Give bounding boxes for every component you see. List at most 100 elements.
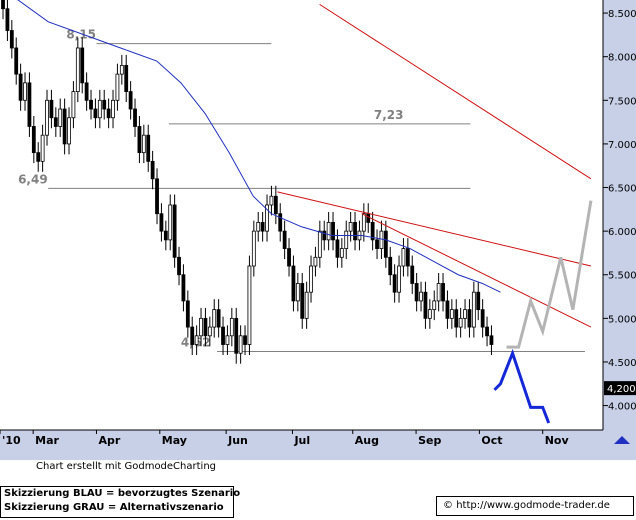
candlestick-series [1,0,494,364]
candle-body [115,73,120,101]
candle-body [401,248,406,267]
x-tick-label: Mar [35,434,59,447]
candle-body [185,300,190,328]
trendline [319,3,592,180]
candle-body [309,265,313,293]
candle-body [40,134,45,162]
candle-body [348,222,353,232]
candle-body [49,99,54,119]
candle-body [480,309,485,328]
candle-body [181,274,186,302]
candle-body [436,283,441,302]
x-tick-label: May [162,434,187,447]
candle-body [361,213,366,232]
candle-body [80,47,85,84]
y-tick-label: 7.500 [608,96,636,107]
candle-body [199,317,203,337]
candle-body [18,73,23,101]
level-label: 7,23 [374,108,404,122]
candle-body [172,204,177,258]
candle-body [58,108,63,127]
candle-body [5,8,10,31]
scenario-blue-line [493,348,551,424]
y-tick-label: 8.000 [608,53,636,64]
candle-body [388,256,393,276]
candle-body [432,300,437,311]
last-price-label: 4,200 [607,384,636,395]
candle-body [137,126,142,154]
candle-body [62,108,67,145]
candle-body [344,230,349,249]
legend-gray: Skizzierung GRAU = Alternativszenario [4,502,224,513]
support-resistance-levels: 8,157,236,494,62 [18,28,585,353]
moving-average-line [17,0,501,293]
x-tick-label: Aug [355,434,379,447]
candle-body [133,108,137,127]
candle-body [14,47,19,75]
candle-body [168,204,173,241]
candle-body [225,335,230,345]
y-tick-label: 4.000 [608,402,636,413]
y-axis: 8.500 8.000 7.500 7.000 6.500 6.000 5.500 5.000… [602,0,636,460]
candle-body [1,0,5,10]
y-tick-label: 7.000 [608,140,636,151]
candle-body [150,160,155,180]
candle-body [295,283,300,302]
candle-body [234,317,239,354]
candle-body [463,309,467,319]
candle-body [229,317,234,337]
candle-body [146,134,151,162]
candle-body [163,230,168,241]
candle-body [291,265,296,302]
candle-body [467,309,472,328]
candle-body [221,326,225,345]
source-url[interactable]: http://www.godmode-trader.de [456,500,610,511]
y-tick-label: 5.500 [608,271,636,282]
candle-body [119,65,124,75]
candle-body [414,283,419,302]
x-tick-label: Apr [98,434,120,447]
price-chart: 8,157,236,494,62 8.5008.0007.5007.0006.5… [0,0,636,460]
candle-body [31,126,36,154]
copyright-symbol: © [443,500,453,511]
candle-body [383,230,388,258]
candle-body [366,213,371,223]
scenario-sketches [493,200,593,424]
moving-average-series [17,0,501,293]
candle-body [9,30,14,49]
x-tick-label: Jun [227,434,248,447]
candle-body [89,99,93,110]
candle-body [260,222,265,232]
x-tick-label: Nov [545,434,570,447]
legend-blue: Skizzierung BLAU = bevorzugtes Szenario [4,488,241,499]
candle-body [269,195,274,206]
scenario-legend: Skizzierung BLAU = bevorzugtes Szenario … [0,486,241,518]
candle-body [454,309,459,328]
candle-body [471,291,476,328]
candle-body [159,213,164,232]
candle-body [458,317,463,328]
candle-body [203,317,208,337]
candle-body [287,248,291,267]
candle-body [335,239,340,258]
candle-body [247,265,252,345]
candle-body [397,265,401,293]
candle-body [273,195,278,215]
candle-body [419,291,423,302]
candle-body [300,283,305,319]
y-tick-label: 8.500 [608,9,636,20]
candle-body [427,309,432,319]
candle-body [93,108,98,119]
candle-body [23,82,27,101]
y-tick-label: 6.000 [608,227,636,238]
source-link[interactable]: © http://www.godmode-trader.de [436,496,634,516]
candle-body [265,204,269,232]
scenario-gray-line [506,200,593,349]
candle-body [106,108,111,119]
candle-body [194,335,199,345]
candle-body [282,230,287,249]
candle-body [124,65,129,92]
y-tick-label: 4.500 [608,358,636,369]
candle-body [36,152,41,162]
candle-body [353,222,357,241]
